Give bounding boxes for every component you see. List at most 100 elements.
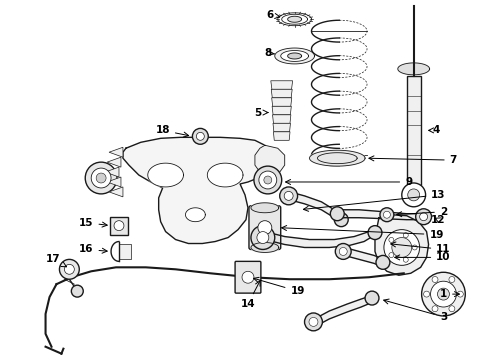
- Polygon shape: [272, 106, 292, 115]
- Text: 15: 15: [79, 218, 107, 228]
- Polygon shape: [275, 48, 315, 64]
- Circle shape: [380, 208, 394, 222]
- Polygon shape: [251, 203, 279, 213]
- Circle shape: [114, 221, 124, 231]
- Circle shape: [59, 260, 79, 279]
- Polygon shape: [251, 243, 279, 252]
- Circle shape: [193, 129, 208, 144]
- Circle shape: [309, 318, 318, 327]
- Polygon shape: [265, 228, 374, 247]
- Polygon shape: [281, 50, 309, 62]
- Polygon shape: [398, 63, 430, 75]
- Polygon shape: [310, 150, 365, 166]
- Polygon shape: [271, 98, 292, 106]
- Polygon shape: [273, 123, 291, 132]
- Circle shape: [431, 281, 456, 307]
- Circle shape: [91, 168, 111, 188]
- Circle shape: [334, 213, 348, 227]
- Text: 9: 9: [286, 177, 412, 187]
- Polygon shape: [107, 177, 121, 187]
- Polygon shape: [271, 89, 292, 98]
- Polygon shape: [186, 208, 205, 222]
- Circle shape: [368, 226, 382, 239]
- Circle shape: [457, 291, 464, 297]
- Polygon shape: [207, 163, 243, 187]
- Polygon shape: [272, 115, 291, 123]
- Circle shape: [196, 132, 204, 140]
- Circle shape: [330, 207, 344, 221]
- Polygon shape: [288, 16, 301, 22]
- Text: 3: 3: [384, 299, 447, 322]
- Text: 7: 7: [369, 155, 457, 165]
- Text: 19: 19: [254, 277, 305, 296]
- Text: 19: 19: [282, 225, 444, 239]
- Circle shape: [432, 276, 438, 283]
- Circle shape: [85, 162, 117, 194]
- Circle shape: [254, 166, 282, 194]
- Polygon shape: [290, 192, 341, 224]
- Circle shape: [284, 192, 293, 201]
- Circle shape: [438, 288, 449, 300]
- Circle shape: [64, 264, 74, 274]
- Polygon shape: [271, 81, 293, 89]
- Polygon shape: [109, 147, 123, 157]
- Polygon shape: [255, 145, 285, 175]
- Text: 10: 10: [395, 252, 451, 262]
- Polygon shape: [344, 247, 384, 267]
- Circle shape: [376, 255, 390, 269]
- Text: 8: 8: [264, 48, 274, 58]
- Text: 12: 12: [431, 215, 446, 225]
- Circle shape: [402, 183, 426, 207]
- FancyBboxPatch shape: [249, 206, 281, 249]
- Circle shape: [424, 291, 430, 297]
- Text: 16: 16: [79, 244, 107, 255]
- Circle shape: [251, 226, 275, 249]
- Text: 13: 13: [303, 190, 446, 211]
- Polygon shape: [339, 210, 424, 220]
- Circle shape: [389, 253, 394, 257]
- Text: 17: 17: [46, 255, 67, 267]
- Polygon shape: [288, 53, 301, 59]
- Text: 1: 1: [440, 289, 460, 299]
- Circle shape: [419, 213, 428, 221]
- Circle shape: [384, 230, 419, 265]
- Circle shape: [389, 237, 394, 242]
- Text: 11: 11: [391, 242, 451, 255]
- Text: 4: 4: [429, 125, 440, 135]
- Circle shape: [257, 231, 269, 243]
- Polygon shape: [273, 132, 290, 140]
- Polygon shape: [123, 137, 272, 243]
- Circle shape: [365, 291, 379, 305]
- Polygon shape: [109, 187, 123, 197]
- Circle shape: [403, 233, 408, 238]
- Circle shape: [72, 285, 83, 297]
- Text: 18: 18: [155, 125, 189, 137]
- Text: 5: 5: [254, 108, 268, 117]
- Circle shape: [392, 238, 412, 257]
- FancyBboxPatch shape: [407, 76, 420, 185]
- FancyBboxPatch shape: [119, 243, 131, 260]
- FancyBboxPatch shape: [235, 261, 261, 293]
- Circle shape: [432, 306, 438, 312]
- Text: 6: 6: [266, 10, 280, 20]
- Circle shape: [421, 272, 465, 316]
- Circle shape: [449, 306, 455, 312]
- Polygon shape: [315, 295, 373, 327]
- Circle shape: [449, 276, 455, 283]
- Circle shape: [258, 221, 272, 235]
- Circle shape: [305, 313, 322, 331]
- Circle shape: [242, 271, 254, 283]
- Circle shape: [383, 211, 391, 218]
- Circle shape: [339, 247, 347, 255]
- Circle shape: [412, 245, 417, 250]
- Text: 14: 14: [241, 281, 260, 309]
- Circle shape: [335, 243, 351, 260]
- Circle shape: [280, 187, 297, 205]
- Polygon shape: [107, 157, 121, 167]
- Polygon shape: [148, 163, 183, 187]
- Circle shape: [259, 171, 277, 189]
- Circle shape: [264, 176, 272, 184]
- Circle shape: [416, 209, 432, 225]
- Circle shape: [96, 173, 106, 183]
- Circle shape: [403, 257, 408, 262]
